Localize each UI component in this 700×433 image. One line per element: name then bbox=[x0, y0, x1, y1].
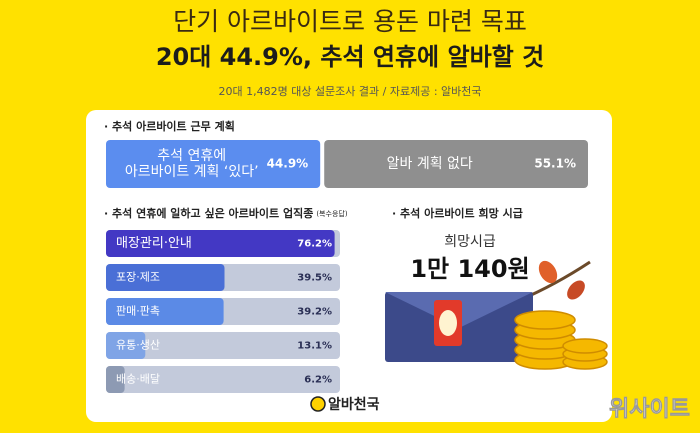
value-label: 39.2% bbox=[297, 307, 332, 318]
coin bbox=[514, 310, 576, 330]
value-label: 13.1% bbox=[297, 341, 332, 352]
bar bbox=[106, 332, 146, 359]
logo-icon bbox=[310, 396, 326, 412]
value-label: 6.2% bbox=[304, 375, 332, 386]
category-label: 추석 연휴에 아르바이트 계획 ‘있다’ bbox=[125, 148, 259, 180]
section-title-text: · 추석 연휴에 일하고 싶은 아르바이트 업직종 bbox=[104, 206, 313, 220]
category-label: 매장관리·안내 bbox=[116, 236, 192, 251]
illustration bbox=[385, 260, 608, 370]
headline: 20대 44.9%, 추석 연휴에 알바할 것 bbox=[156, 43, 544, 71]
category-label: 유통·생산 bbox=[116, 339, 160, 352]
bar bbox=[106, 366, 125, 393]
bar bbox=[106, 264, 225, 291]
category-label: 배송·배달 bbox=[116, 373, 160, 386]
logo: 알바천국 bbox=[328, 397, 380, 413]
coin bbox=[562, 338, 608, 354]
wage-value: 1만 140원 bbox=[410, 255, 529, 283]
bar-track bbox=[106, 332, 340, 359]
section-note: (복수응답) bbox=[316, 209, 347, 218]
section-title: · 추석 아르바이트 희망 시급 bbox=[392, 206, 523, 220]
bar-segment bbox=[324, 140, 588, 188]
bar-segment bbox=[106, 140, 321, 188]
category-label: 판매·판촉 bbox=[116, 305, 160, 318]
bar bbox=[106, 230, 335, 257]
section-title: · 추석 아르바이트 근무 계획 bbox=[104, 119, 235, 133]
category-label: 알바 계획 없다 bbox=[387, 156, 473, 172]
seal-mark bbox=[439, 310, 457, 336]
watermark: 위사이트 bbox=[609, 397, 690, 422]
value-label: 39.5% bbox=[297, 273, 332, 284]
leaf bbox=[538, 260, 558, 284]
category-label: 포장·제조 bbox=[116, 271, 160, 284]
value-label: 55.1% bbox=[534, 157, 576, 171]
value-label: 76.2% bbox=[297, 239, 332, 250]
section-title: · 추석 연휴에 일하고 싶은 아르바이트 업직종 (복수응답) bbox=[104, 206, 348, 220]
leaf bbox=[567, 280, 585, 300]
bar-track bbox=[106, 366, 340, 393]
source: 20대 1,482명 대상 설문조사 결과 / 자료제공 : 알바천국 bbox=[218, 84, 481, 98]
bar bbox=[106, 298, 224, 325]
value-label: 44.9% bbox=[267, 157, 309, 171]
title: 단기 아르바이트로 용돈 마련 목표 bbox=[173, 7, 527, 36]
wage-label: 희망시급 bbox=[444, 234, 496, 250]
